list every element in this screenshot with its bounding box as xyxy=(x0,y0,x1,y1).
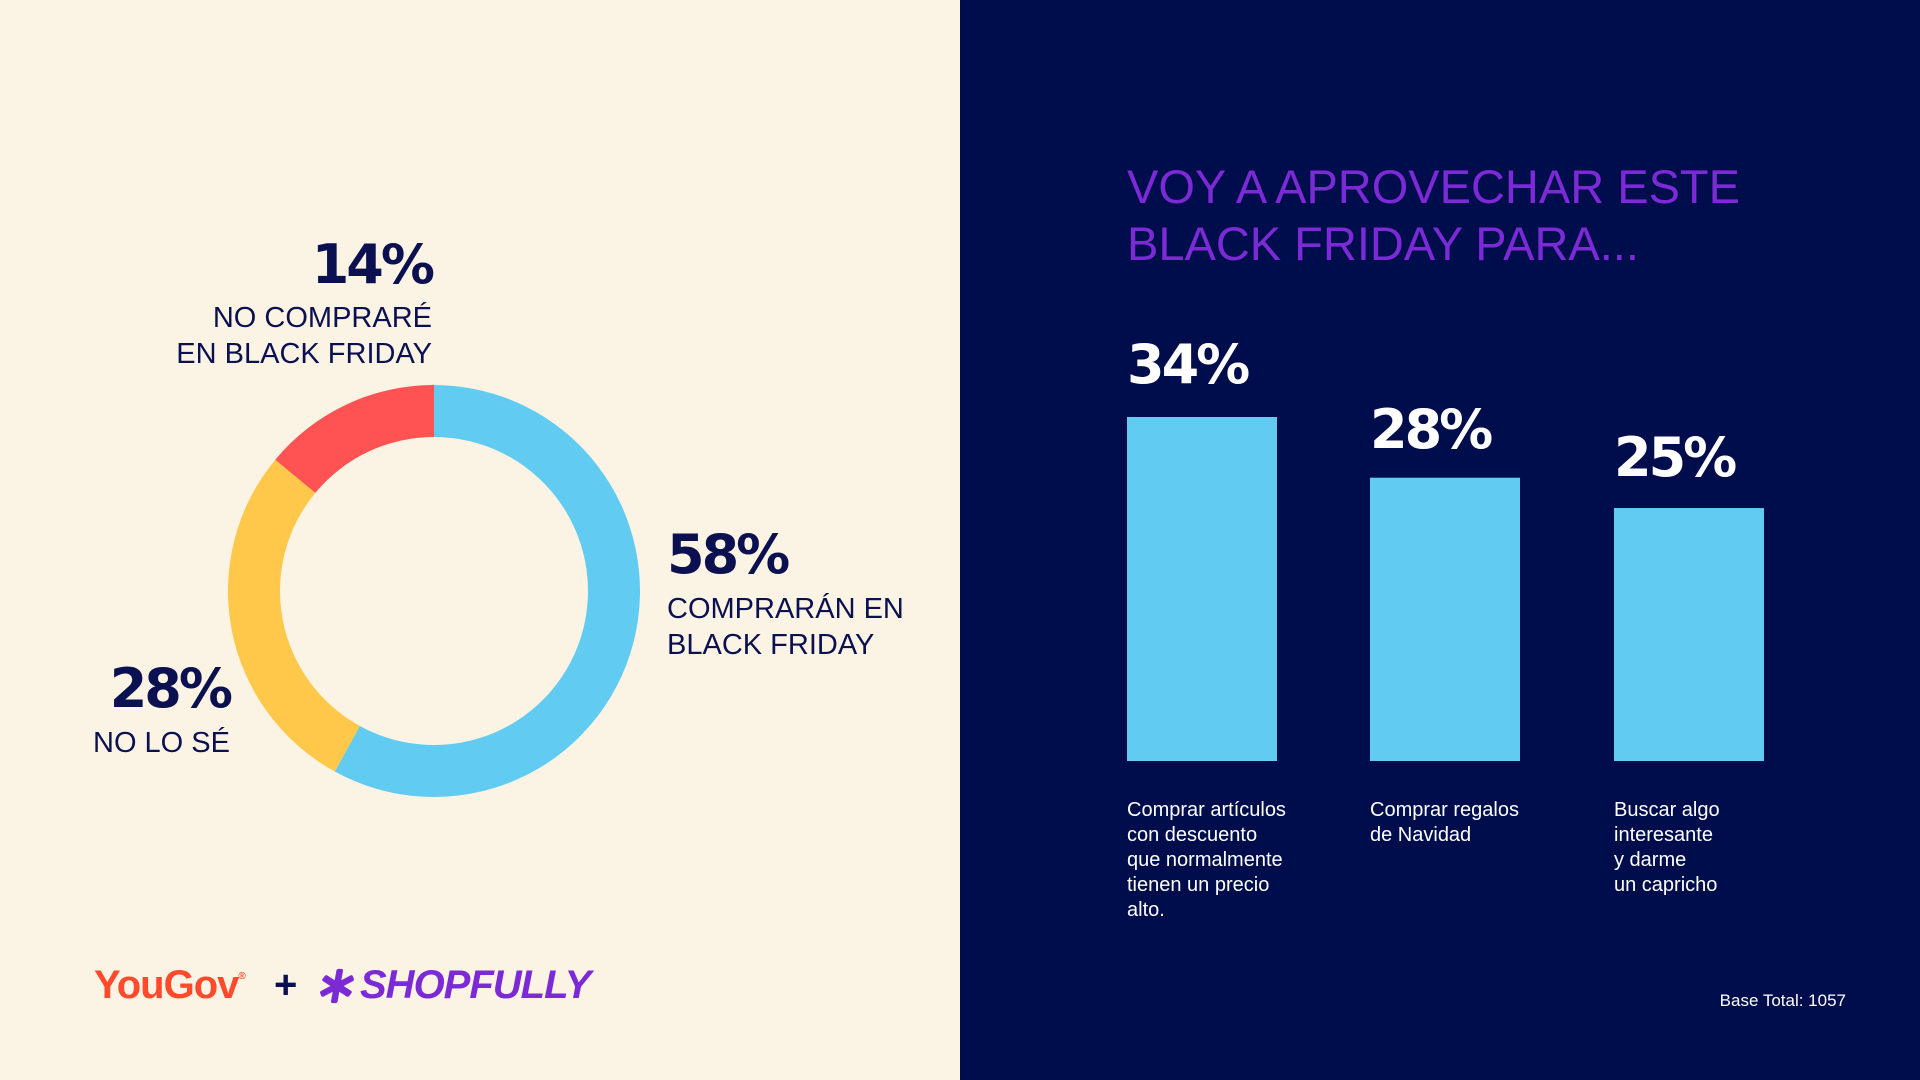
bar-category-label-2: Comprar regalos de Navidad xyxy=(1370,798,1560,848)
bar-category-label-1: Comprar artículos con descuento que norm… xyxy=(1127,798,1317,923)
category-line: tienen un precio xyxy=(1127,874,1270,896)
bar-2 xyxy=(1370,477,1520,761)
caption-line: NO COMPRARÉ xyxy=(212,302,432,334)
category-line: un capricho xyxy=(1614,874,1718,896)
caption-line: EN BLACK FRIDAY xyxy=(176,338,432,370)
category-line: de Navidad xyxy=(1370,824,1472,846)
donut-slice-1 xyxy=(334,385,640,797)
donut-slice-2 xyxy=(227,459,360,772)
bar-value-label-2: 28% xyxy=(1370,398,1493,461)
donut-slice-3 xyxy=(275,385,434,493)
category-line: Comprar artículos xyxy=(1127,799,1286,821)
base-total: Base Total: 1057 xyxy=(1719,991,1846,1010)
left-panel xyxy=(0,0,960,1080)
shopfully-logo-text: SHOPFULLY xyxy=(360,963,591,1007)
registered-mark: ® xyxy=(238,971,245,982)
category-line: con descuento xyxy=(1127,824,1258,846)
bar-1 xyxy=(1127,417,1277,761)
caption-line: COMPRARÁN EN xyxy=(667,593,904,625)
donut-label-no-lo-se-pct: 28% xyxy=(109,657,233,720)
yougov-logo: YouGov® xyxy=(94,963,246,1008)
donut-label-compraran-caption: COMPRARÁN EN BLACK FRIDAY xyxy=(667,591,967,663)
title-line: VOY A APROVECHAR ESTE xyxy=(1127,160,1740,213)
bar-value-label-3: 25% xyxy=(1614,426,1737,489)
category-line: interesante xyxy=(1614,824,1713,846)
category-line: y darme xyxy=(1614,849,1687,871)
category-line: Buscar algo xyxy=(1614,799,1720,821)
caption-line: BLACK FRIDAY xyxy=(667,629,875,661)
title-line: BLACK FRIDAY PARA... xyxy=(1127,217,1639,270)
yougov-logo-text: YouGov xyxy=(94,963,239,1007)
donut-label-no-comprare-caption: NO COMPRARÉ EN BLACK FRIDAY xyxy=(112,300,432,372)
shopfully-logo: SHOPFULLY xyxy=(318,963,591,1008)
bar-value-label-1: 34% xyxy=(1127,333,1250,396)
bar-3 xyxy=(1614,508,1764,761)
bar-category-label-3: Buscar algo interesante y darme un capri… xyxy=(1614,798,1804,898)
category-line: Comprar regalos xyxy=(1370,799,1519,821)
bar-chart-title: VOY A APROVECHAR ESTE BLACK FRIDAY PARA.… xyxy=(1127,158,1847,272)
category-line: que normalmente xyxy=(1127,849,1283,871)
donut-label-compraran-pct: 58% xyxy=(667,523,790,586)
logo-plus: + xyxy=(274,963,298,1007)
shopfully-star-icon xyxy=(320,968,354,1003)
category-line: alto. xyxy=(1127,899,1165,921)
donut-label-no-lo-se-caption: NO LO SÉ xyxy=(30,725,230,761)
donut-label-no-comprare-pct: 14% xyxy=(311,233,435,296)
caption-line: NO LO SÉ xyxy=(93,727,230,759)
